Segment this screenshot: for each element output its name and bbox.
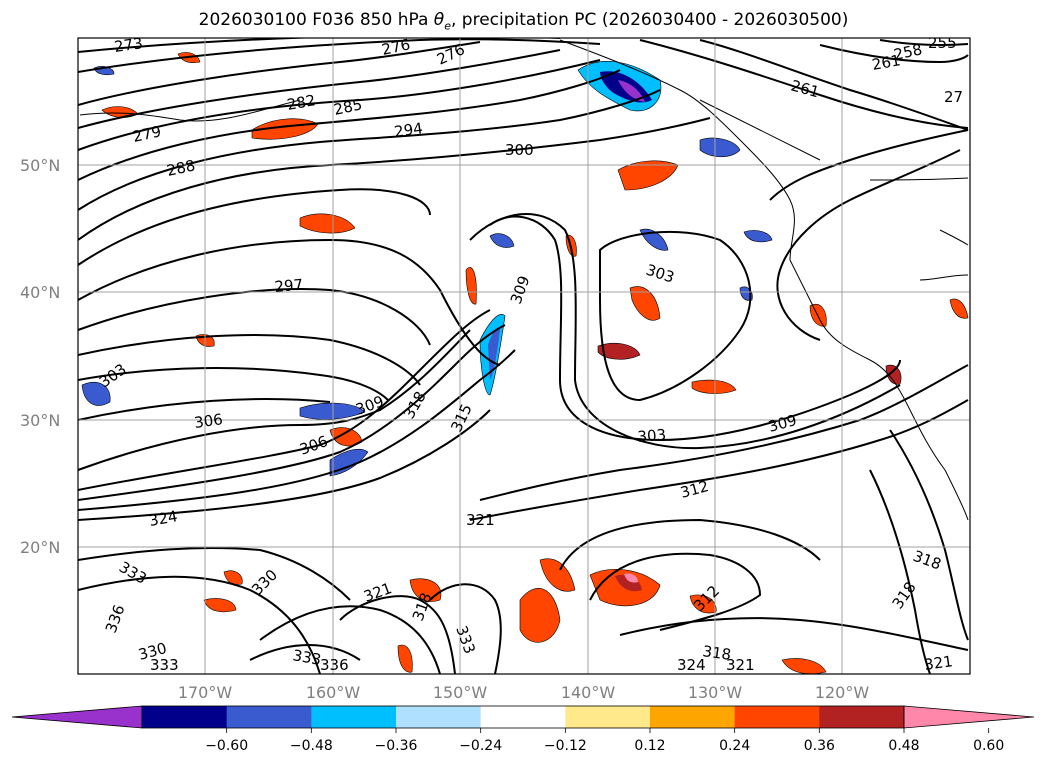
contour-label: 285 xyxy=(332,95,364,119)
colorbar-tick-label: −0.12 xyxy=(544,738,587,754)
colorbar-tick-label: −0.48 xyxy=(290,738,333,754)
colorbar-extend-low xyxy=(11,705,143,729)
colorbar-segment xyxy=(226,706,312,728)
colorbar-frame xyxy=(141,705,905,729)
colorbar-segment xyxy=(650,706,736,728)
lon-label-140w: 140°W xyxy=(561,683,616,702)
contour-label: 273 xyxy=(113,34,144,56)
colorbar-tick-label: 0.36 xyxy=(804,738,835,754)
lon-label-170w: 170°W xyxy=(178,683,233,702)
longitude-labels: 170°W 160°W 150°W 140°W 130°W 120°W xyxy=(178,683,870,702)
contour-label: 261 xyxy=(871,51,902,74)
contour-label: 303 xyxy=(637,426,667,446)
contour-label: 333 xyxy=(150,656,179,674)
chart-title: 2026030100 F036 850 hPa θe, precipitatio… xyxy=(0,10,1047,32)
colorbar-segment xyxy=(565,706,651,728)
map-frame xyxy=(77,37,971,675)
contour-label: 321 xyxy=(466,511,495,529)
contour-label: 321 xyxy=(923,652,954,674)
colorbar-tick-label: 0.24 xyxy=(719,738,750,754)
colorbar-segment xyxy=(311,706,397,728)
contour-label: 255 xyxy=(928,34,957,52)
colorbar-extend-high xyxy=(903,705,1035,729)
colorbar-tick-label: −0.24 xyxy=(459,738,502,754)
contour-label: 288 xyxy=(165,156,197,180)
colorbar-tick-label: −0.60 xyxy=(205,738,248,754)
lat-label-20n: 20°N xyxy=(20,538,60,557)
colorbar-tick-label: 0.12 xyxy=(634,738,665,754)
title-theta-subscript: e xyxy=(444,19,451,33)
lon-label-120w: 120°W xyxy=(815,683,870,702)
contour-label: 27 xyxy=(944,88,963,106)
contour-label: 333 xyxy=(291,646,322,669)
title-suffix: , precipitation PC (2026030400 - 2026030… xyxy=(450,10,849,30)
contour-label: 300 xyxy=(505,141,534,159)
contour-label: 276 xyxy=(380,35,412,59)
lat-label-40n: 40°N xyxy=(20,283,60,302)
contour-label: 336 xyxy=(320,656,349,674)
gridlines xyxy=(78,38,970,674)
colorbar-segment xyxy=(819,706,905,728)
lon-label-150w: 150°W xyxy=(433,683,488,702)
colorbar-tick-label: −0.36 xyxy=(375,738,418,754)
title-theta-symbol: θ xyxy=(433,10,445,30)
lat-label-50n: 50°N xyxy=(20,156,60,175)
map-plot-area: 273 276 276 258 255 261 261 27 282 285 2… xyxy=(78,34,970,674)
colorbar-tick-label: 0.60 xyxy=(973,738,1004,754)
lat-label-30n: 30°N xyxy=(20,411,60,430)
coastlines xyxy=(79,39,969,521)
lon-label-160w: 160°W xyxy=(306,683,361,702)
lon-label-130w: 130°W xyxy=(688,683,743,702)
contour-label: 318 xyxy=(701,642,732,664)
contour-label: 279 xyxy=(131,122,163,146)
contour-label: 282 xyxy=(286,91,317,114)
colorbar-tick-label: 0.48 xyxy=(888,738,919,754)
colorbar-segment xyxy=(396,706,482,728)
title-prefix: 2026030100 F036 850 hPa xyxy=(198,10,434,30)
colorbar: −0.60 −0.48 −0.36 −0.24 −0.12 0.12 0.24 0.36 0.4… xyxy=(11,705,1035,754)
colorbar-segment xyxy=(480,706,566,728)
contour-label: 321 xyxy=(726,656,755,674)
colorbar-segment xyxy=(142,706,228,728)
contour-label: 306 xyxy=(193,410,224,432)
contour-label: 324 xyxy=(148,507,179,530)
contour-label: 324 xyxy=(677,656,706,674)
contour-label: 297 xyxy=(274,276,304,296)
theta-e-contours xyxy=(78,38,969,674)
colorbar-segment xyxy=(734,706,820,728)
contour-label: 258 xyxy=(892,40,924,64)
latitude-labels: 50°N 40°N 30°N 20°N xyxy=(20,156,60,557)
contour-label: 294 xyxy=(393,119,424,141)
